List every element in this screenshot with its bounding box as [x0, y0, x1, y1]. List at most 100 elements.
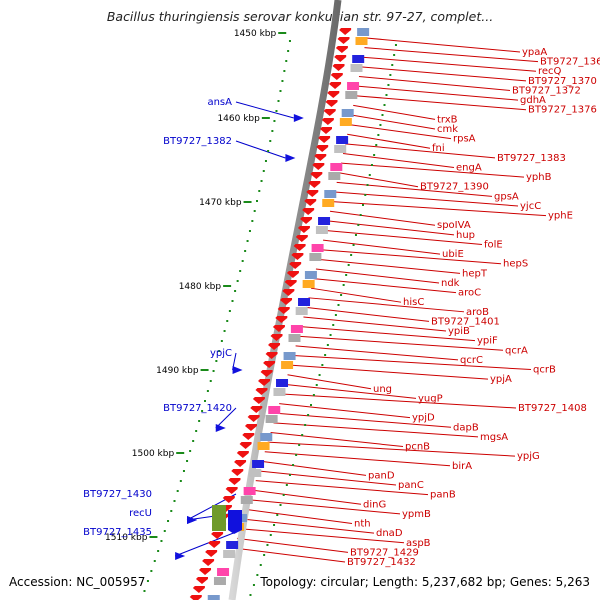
gene-labels: ansA BT9727_1382 ypjC BT9727_1420 BT9727_143… [83, 47, 600, 568]
forward-gene-label: ypiF [477, 336, 498, 347]
rail-dot [249, 594, 252, 596]
cog-category-block [223, 550, 236, 558]
forward-gene-label: ypjA [490, 374, 512, 385]
rail-dot [298, 444, 301, 446]
forward-label-connector [310, 287, 402, 303]
rail-dot [276, 514, 279, 516]
forward-label-connector [300, 326, 476, 342]
rail-dot [364, 194, 367, 196]
rail-dot [334, 314, 337, 316]
forward-gene-arrow [334, 55, 347, 62]
rail-dot [220, 340, 223, 342]
rail-dot [282, 494, 285, 496]
rail-dot [318, 374, 321, 376]
rail-dot [394, 44, 397, 46]
rail-dot [273, 524, 276, 526]
forward-gene-label: BT9727_1429 [350, 547, 419, 558]
rail-dot [160, 540, 163, 542]
rail-dot [375, 144, 378, 146]
cog-category-block [309, 253, 322, 261]
rail-dot [281, 80, 284, 82]
forward-gene-label: yugP [418, 393, 443, 404]
rail-dot [393, 54, 396, 56]
forward-label-connector [329, 210, 436, 226]
cog-category-block [226, 541, 239, 549]
forward-gene-arrow [195, 577, 208, 584]
rail-dot [228, 310, 231, 312]
forward-label-connector [347, 133, 431, 149]
forward-gene-arrow [231, 469, 244, 476]
forward-gene-label: aroB [466, 307, 489, 318]
rail-dot [192, 440, 195, 442]
rail-dot [264, 160, 267, 162]
rail-dot [304, 424, 307, 426]
forward-gene-label: ypaA [522, 47, 547, 58]
forward-label-connector [267, 441, 516, 457]
rail-dot [279, 504, 282, 506]
forward-gene-label: ypjD [412, 413, 435, 424]
cog-category-block [318, 217, 331, 225]
reverse-gene-label: BT9727_1430 [83, 489, 152, 500]
rail-dot [182, 470, 185, 472]
forward-gene-arrow [293, 244, 306, 251]
rail-dot [260, 180, 263, 182]
forward-gene-label: yjcC [520, 201, 541, 212]
rail-dot [310, 404, 312, 406]
cog-category-block [276, 379, 289, 387]
forward-gene-arrow [228, 478, 241, 485]
rail-dot [357, 224, 360, 226]
forward-gene-arrow [304, 199, 317, 206]
reverse-label-connector [215, 407, 237, 429]
rail-dot [287, 50, 290, 52]
forward-gene-arrow [335, 46, 348, 53]
forward-gene-label: panC [398, 480, 424, 491]
forward-gene-arrow [205, 550, 218, 557]
forward-label-connector [298, 335, 504, 351]
forward-gene-arrow [239, 442, 252, 449]
cog-category-block [260, 433, 273, 441]
rail-dot [150, 570, 153, 572]
rail-dot [345, 274, 348, 276]
forward-gene-arrow [265, 352, 278, 359]
forward-label-connector [258, 470, 397, 486]
forward-gene-label: ung [373, 384, 392, 395]
reverse-gene-label: BT9727_1435 [83, 527, 152, 538]
kbp-label: 1470 kbp [199, 198, 242, 208]
forward-label-connector [273, 422, 479, 438]
forward-gene-arrow [329, 82, 342, 89]
forward-gene-arrow [252, 397, 265, 404]
forward-gene-arrow [319, 127, 332, 134]
forward-gene-arrow [255, 388, 268, 395]
forward-gene-arrow [306, 190, 319, 197]
reverse-label-connector [235, 101, 294, 119]
rail-dot [370, 164, 373, 166]
forward-label-connector [270, 432, 404, 448]
forward-gene-arrow [300, 217, 313, 224]
forward-gene-label: rpsA [453, 134, 476, 145]
rail-dot [209, 380, 212, 382]
forward-label-connector [351, 114, 436, 130]
forward-label-connector [287, 374, 372, 390]
cog-category-block [302, 280, 315, 288]
forward-gene-label: ndk [441, 278, 460, 289]
forward-gene-arrow [323, 109, 336, 116]
cog-category-block [265, 415, 278, 423]
reverse-gene-arrow [232, 366, 243, 374]
rail-dot [146, 580, 149, 582]
rail-dot [350, 254, 353, 256]
cog-category-block [273, 388, 286, 396]
rail-dot [288, 474, 291, 476]
forward-gene-arrow [325, 100, 338, 107]
cog-category-block [324, 190, 337, 198]
rail-dot [173, 500, 176, 502]
rail-dot [153, 560, 156, 562]
rail-dot [143, 590, 146, 592]
forward-gene-arrow [258, 379, 271, 386]
forward-label-connector [308, 297, 465, 313]
kbp-label: 1490 kbp [156, 366, 199, 376]
rail-dot [258, 190, 261, 192]
rail-dot [326, 344, 329, 346]
forward-label-connector [357, 85, 519, 101]
rail-dot [389, 74, 392, 76]
